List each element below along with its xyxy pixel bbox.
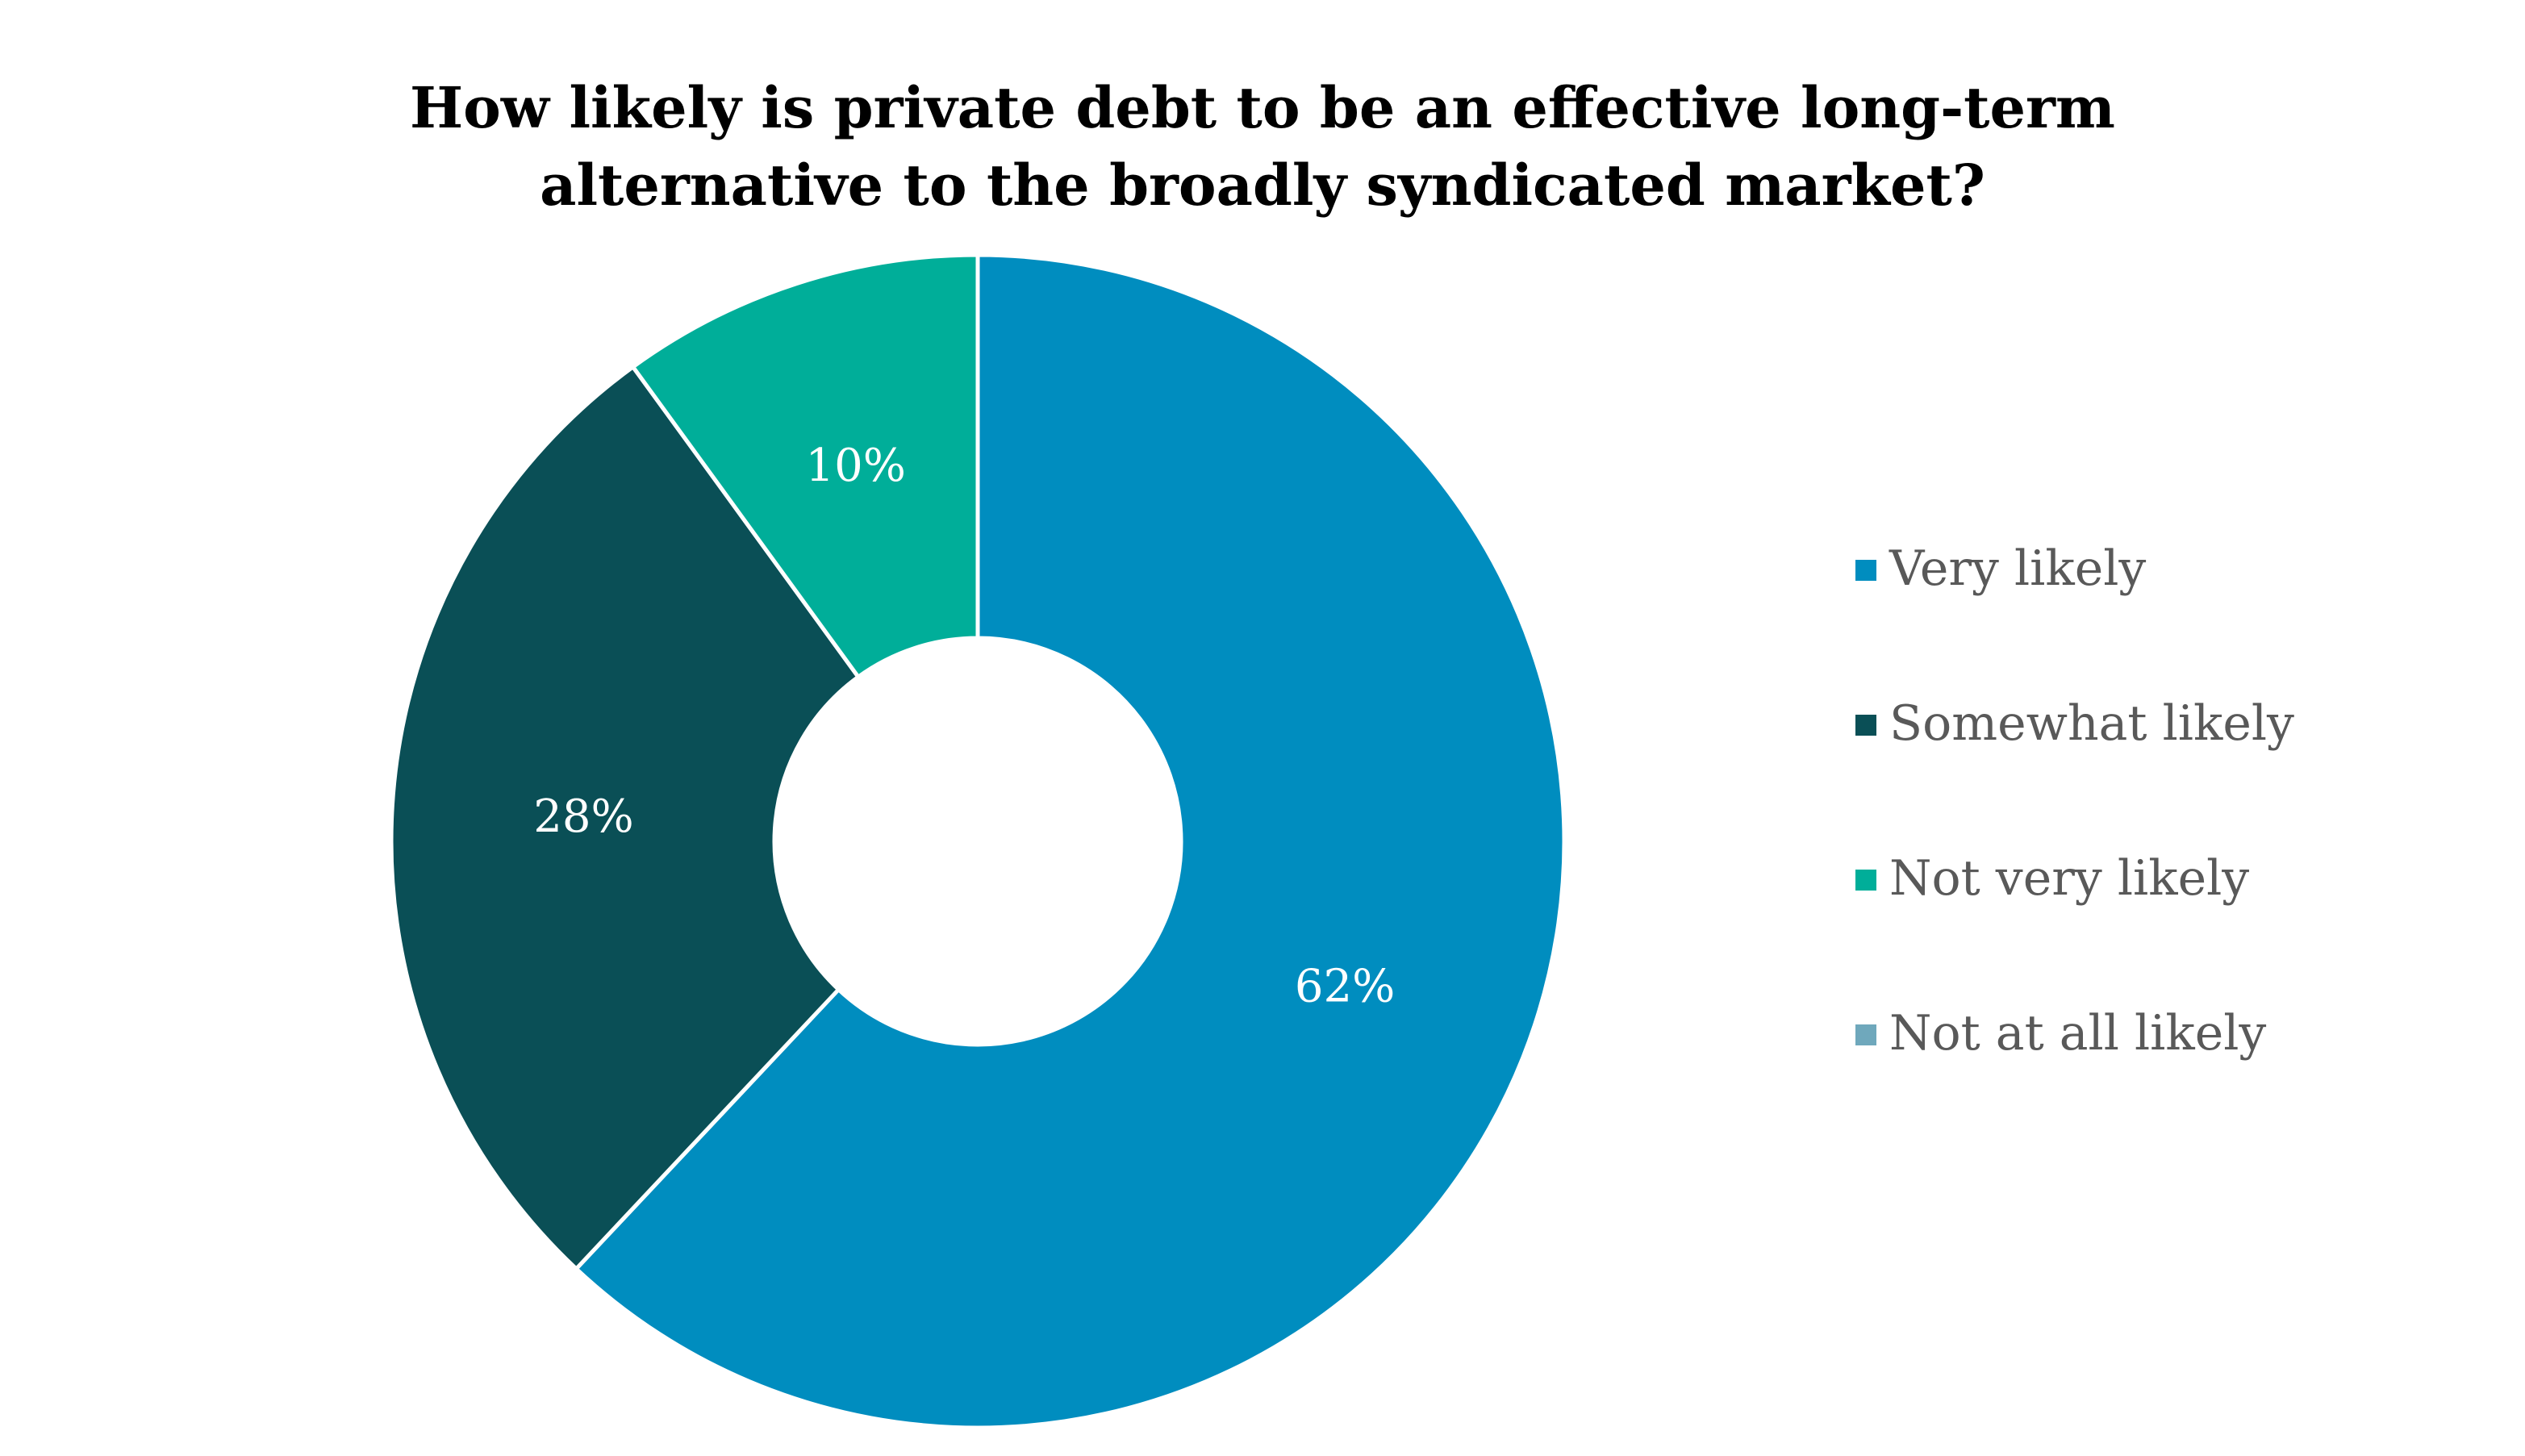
legend-swatch-very-likely [1855,560,1876,581]
slice-label-very-likely: 62% [1295,961,1395,1013]
legend-label-very-likely: Very likely [1889,540,2147,597]
donut-slice-somewhat-likely [389,365,861,1271]
legend-swatch-not-at-all-likely [1855,1024,1876,1045]
chart-title: How likely is private debt to be an effe… [0,69,2525,224]
legend-swatch-not-very-likely [1855,870,1876,891]
chart-legend: Very likely Somewhat likely Not very lik… [1855,532,2485,1152]
legend-label-somewhat-likely: Somewhat likely [1889,695,2294,752]
legend-item-somewhat-likely: Somewhat likely [1855,687,2485,842]
legend-item-very-likely: Very likely [1855,532,2485,687]
donut-slice-not-very-likely [631,252,980,679]
chart-title-line-2: alternative to the broadly syndicated ma… [540,152,1985,219]
legend-item-not-at-all-likely: Not at all likely [1855,997,2485,1152]
donut-slice-very-likely [574,252,1567,1430]
chart-title-line-1: How likely is private debt to be an effe… [409,74,2115,141]
slice-label-not-very-likely: 10% [805,440,905,492]
legend-label-not-at-all-likely: Not at all likely [1889,1005,2267,1062]
legend-item-not-very-likely: Not very likely [1855,842,2485,997]
legend-label-not-very-likely: Not very likely [1889,850,2250,907]
slice-label-somewhat-likely: 28% [533,791,633,843]
legend-swatch-somewhat-likely [1855,715,1876,736]
